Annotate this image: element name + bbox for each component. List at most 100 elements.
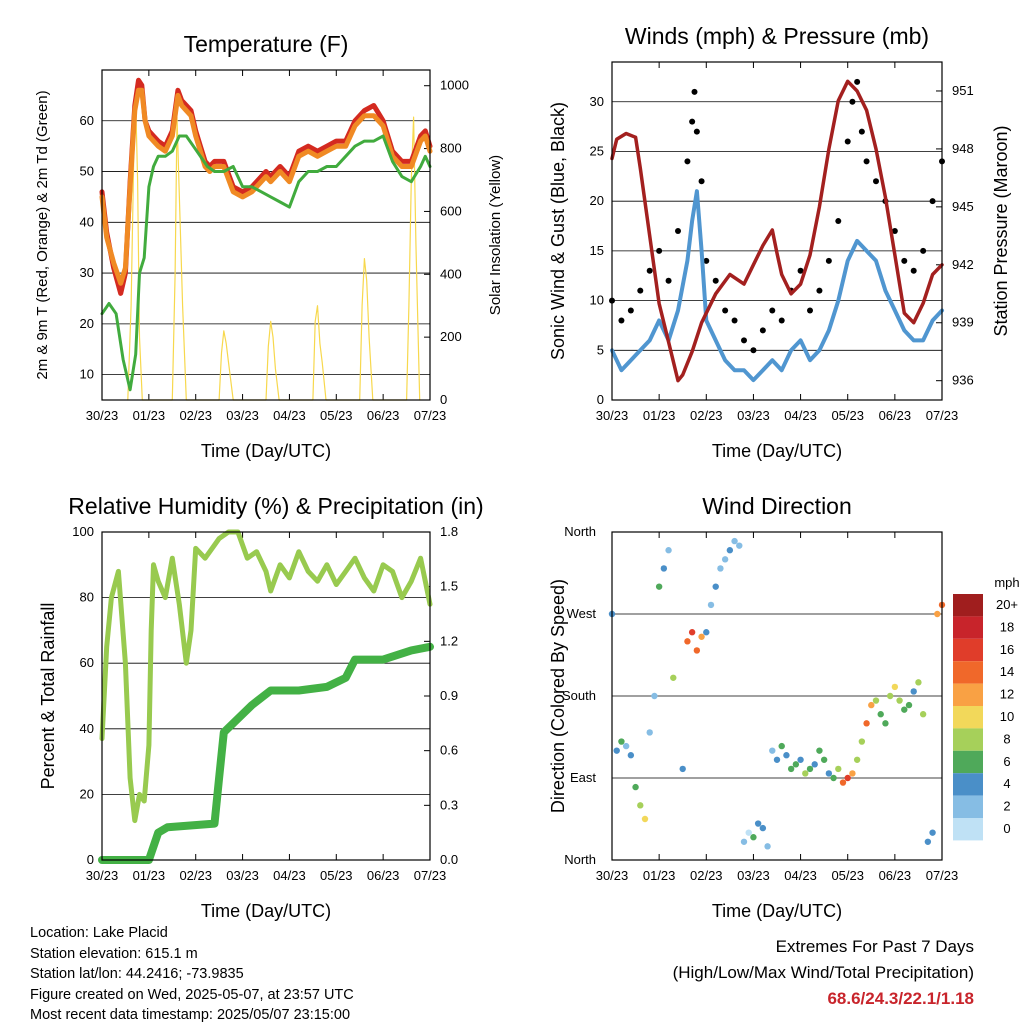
x-tick-label: 30/23 <box>596 408 629 423</box>
y2-tick-label: 0.9 <box>440 688 458 703</box>
x-tick-label: 04/23 <box>273 408 306 423</box>
pressure-series <box>610 79 944 383</box>
extremes-title: Extremes For Past 7 Days <box>775 937 974 956</box>
panel-title: Temperature (F) <box>184 31 349 57</box>
direction-point <box>891 683 899 691</box>
panel-title: Wind Direction <box>702 493 852 519</box>
legend-swatch <box>953 683 983 706</box>
direction-point <box>641 815 649 823</box>
legend-swatch <box>953 706 983 729</box>
direction-point <box>688 629 696 636</box>
x-tick-label: 03/23 <box>737 868 770 883</box>
y2-tick-label: 1000 <box>440 78 469 93</box>
legend-label: 12 <box>1000 687 1014 702</box>
legend-label: 0 <box>1003 821 1010 836</box>
gust-point <box>849 98 856 105</box>
direction-point <box>825 770 833 777</box>
direction-point <box>915 679 922 686</box>
y2-tick-label: 400 <box>440 266 462 281</box>
x-tick-label: 05/23 <box>831 868 864 883</box>
direction-point <box>853 756 861 763</box>
x-tick-label: 30/23 <box>596 868 629 883</box>
gust-point <box>920 247 927 254</box>
y2-tick-label: 1.5 <box>440 579 458 594</box>
y-tick-label: 60 <box>80 655 94 670</box>
direction-point <box>646 729 653 736</box>
extremes-subtitle: (High/Low/Max Wind/Total Precipitation) <box>672 963 974 982</box>
y2-tick-label: 0.3 <box>440 797 458 812</box>
legend-label: 18 <box>1000 619 1014 634</box>
direction-point <box>929 829 936 836</box>
direction-point <box>816 747 823 754</box>
direction-point <box>905 701 913 709</box>
legend-label: 20+ <box>996 597 1018 612</box>
direction-point <box>783 752 790 759</box>
x-tick-label: 06/23 <box>367 868 400 883</box>
direction-point <box>764 843 771 850</box>
gust-point <box>910 267 917 274</box>
direction-point <box>849 770 856 777</box>
x-tick-label: 02/23 <box>179 408 212 423</box>
humidity-precip-panel: Relative Humidity (%) & Precipitation (i… <box>38 493 484 921</box>
y-tick-label: 20 <box>80 316 94 331</box>
gust-point <box>656 247 663 254</box>
direction-point <box>693 647 701 654</box>
x-tick-label: 01/23 <box>133 868 166 883</box>
y2-tick-label: 0.6 <box>440 743 458 758</box>
gust-point <box>698 178 705 185</box>
direction-point <box>896 697 903 704</box>
y2-tick-label: 945 <box>952 199 974 214</box>
gust-point <box>646 267 653 274</box>
x-tick-label: 30/23 <box>86 868 119 883</box>
x-axis-label: Time (Day/UTC) <box>201 441 331 461</box>
winds-pressure-panel: Winds (mph) & Pressure (mb) Time (Day/UTC… <box>548 23 1011 461</box>
x-tick-label: 01/23 <box>643 408 676 423</box>
direction-point <box>721 556 729 563</box>
direction-point <box>632 783 639 791</box>
extremes-values: 68.6/24.3/22.1/1.18 <box>827 989 974 1008</box>
direction-point <box>882 720 889 727</box>
y2-tick-label: 200 <box>440 329 462 344</box>
direction-point <box>830 774 837 782</box>
x-axis-label: Time (Day/UTC) <box>712 441 842 461</box>
panel-title: Relative Humidity (%) & Precipitation (i… <box>68 493 483 519</box>
legend-title: mph <box>994 575 1019 590</box>
temperature-panel: Temperature (F) Time (Day/UTC) 2m & 9m T (… <box>34 31 504 461</box>
direction-point <box>868 701 875 709</box>
y-tick-label: 30 <box>590 94 604 109</box>
x-axis-label: Time (Day/UTC) <box>201 901 331 921</box>
direction-point <box>613 747 620 754</box>
x-tick-label: 30/23 <box>86 408 119 423</box>
y2-tick-label: 936 <box>952 373 974 388</box>
gust-point <box>759 327 766 334</box>
y-tick-label: 40 <box>80 721 94 736</box>
gust-point <box>691 88 698 95</box>
y-axis-label: Percent & Total Rainfall <box>38 603 58 790</box>
direction-point <box>844 774 851 782</box>
y-tick-label: 60 <box>80 113 94 128</box>
direction-point <box>787 765 795 773</box>
gust-point <box>684 158 691 165</box>
location-text: Location: Lake Placid <box>30 925 168 941</box>
gust-point <box>778 317 785 324</box>
gust-point <box>627 307 634 314</box>
gust-point <box>844 138 851 145</box>
direction-point <box>618 738 625 745</box>
legend-label: 14 <box>1000 664 1014 679</box>
y-tick-label: 40 <box>80 214 94 229</box>
x-tick-label: 07/23 <box>414 408 447 423</box>
plot-frame <box>101 69 431 401</box>
gust-point <box>618 317 625 324</box>
y-axis-label: 2m & 9m T (Red, Orange) & 2m Td (Green) <box>34 90 51 379</box>
y-axis-label: Direction (Colored By Speed) <box>548 579 568 813</box>
x-tick-label: 04/23 <box>273 868 306 883</box>
y-tick-label: South <box>562 688 596 703</box>
x-tick-label: 06/23 <box>367 408 400 423</box>
x-tick-label: 01/23 <box>133 408 166 423</box>
direction-point <box>726 547 734 554</box>
wind-series <box>610 189 944 383</box>
direction-point <box>703 629 710 636</box>
x-tick-label: 01/23 <box>643 868 676 883</box>
gust-point <box>703 257 710 264</box>
